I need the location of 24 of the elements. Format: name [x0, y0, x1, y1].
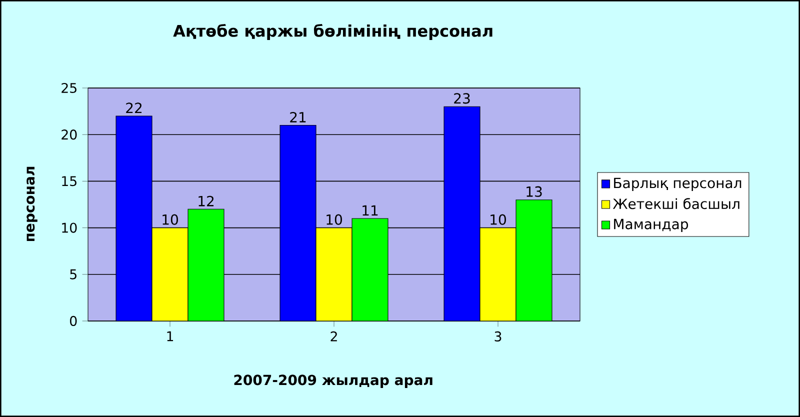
x-tick-label: 1: [167, 331, 174, 342]
data-label: 21: [290, 112, 306, 122]
x-axis-title: 2007-2009 жылдар арал: [234, 374, 432, 388]
data-label: 13: [526, 186, 542, 197]
legend-label: Мамандар: [614, 218, 688, 232]
data-label: 10: [162, 214, 178, 225]
y-tick-label: 10: [62, 222, 77, 233]
data-label: 23: [454, 93, 470, 104]
y-tick-label: 5: [70, 269, 76, 280]
y-tick-label: 20: [62, 130, 77, 140]
y-tick-label: 25: [62, 82, 76, 94]
data-label: 12: [198, 196, 214, 206]
legend-label: Барлық персонал: [614, 178, 742, 191]
data-label: 10: [326, 214, 342, 225]
x-tick-label: 3: [494, 331, 502, 342]
chart-title: Ақтөбе қаржы бөлімінің персонал: [173, 24, 492, 40]
data-label: 11: [362, 205, 378, 216]
legend-label: Жетекші басшыл: [612, 198, 740, 210]
y-tick-label: 15: [62, 176, 76, 186]
data-label: 22: [126, 102, 142, 114]
data-label: 10: [490, 214, 506, 225]
x-tick-label: 2: [330, 331, 337, 342]
y-axis-title: персонал: [26, 166, 38, 242]
y-tick-label: 0: [70, 316, 77, 326]
